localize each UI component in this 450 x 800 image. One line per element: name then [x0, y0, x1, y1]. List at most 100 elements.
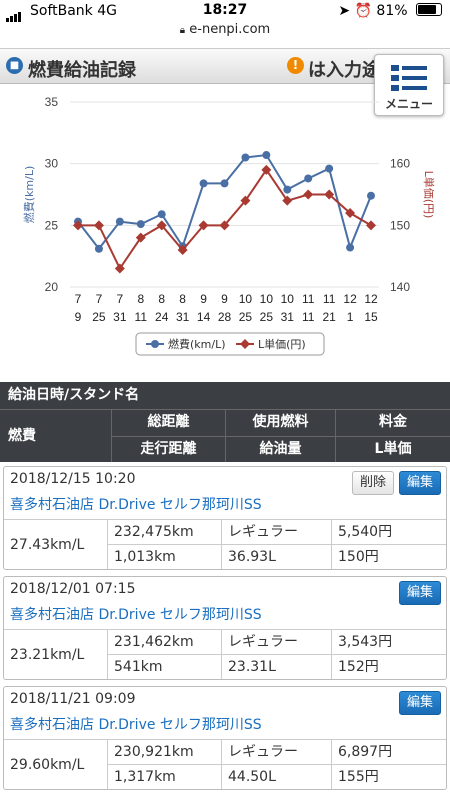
header-total-distance: 総距離	[112, 410, 226, 436]
x-tick-label-month: 9	[221, 292, 228, 306]
record-fuel-type: レギュラー	[222, 630, 332, 654]
edit-button[interactable]: 編集	[398, 581, 441, 605]
y-left-tick-label: 35	[45, 95, 59, 109]
y-left-tick-label: 20	[45, 280, 59, 294]
data-point-unit-price	[93, 220, 104, 231]
x-tick-label-month: 9	[200, 292, 207, 306]
record-item: 2018/12/01 07:15 喜多村石油店 Dr.Drive セルフ那珂川S…	[3, 576, 447, 680]
battery-icon	[416, 3, 442, 16]
clock: 18:27	[202, 2, 248, 18]
delete-button[interactable]: 削除	[351, 471, 394, 495]
x-tick-label-day: 14	[197, 310, 211, 324]
record-fuel-economy: 29.60km/L	[4, 740, 108, 789]
car-icon: ■	[6, 57, 23, 74]
record-fuel-economy: 27.43km/L	[4, 520, 108, 569]
location-icon: ➤	[338, 3, 351, 19]
info-icon: !	[287, 57, 304, 74]
edit-button[interactable]: 編集	[398, 471, 441, 495]
record-store-link[interactable]: 喜多村石油店 Dr.Drive セルフ那珂川SS	[10, 607, 262, 623]
y-left-tick-label: 30	[45, 157, 59, 171]
header-fuel-economy: 燃費	[0, 410, 112, 462]
record-price: 5,540円	[338, 524, 393, 540]
x-tick-label-month: 11	[323, 292, 336, 306]
edit-button[interactable]: 編集	[398, 691, 441, 715]
x-tick-label-day: 24	[155, 310, 169, 324]
battery-percent: 81%	[376, 3, 408, 19]
record-unit-price: 152円	[338, 659, 379, 675]
x-tick-label-day: 11	[302, 310, 315, 324]
menu-button[interactable]: メニュー	[374, 54, 444, 116]
legend-marker	[151, 340, 159, 348]
record-trip-distance: 541km	[108, 655, 222, 679]
data-point-fuel-economy	[325, 164, 334, 173]
legend-label: L単価(円)	[258, 337, 306, 351]
x-tick-label-month: 10	[281, 292, 295, 306]
x-tick-label-month: 7	[96, 292, 103, 306]
header-fuel-type: 使用燃料	[226, 410, 336, 436]
x-tick-label-day: 31	[176, 310, 190, 324]
record-fuel-type: レギュラー	[222, 740, 332, 764]
data-point-fuel-economy	[367, 191, 375, 200]
record-item: 2018/12/15 10:20 喜多村石油店 Dr.Drive セルフ那珂川S…	[3, 466, 447, 570]
x-tick-label-day: 9	[75, 310, 82, 324]
x-tick-label-day: 25	[92, 310, 106, 324]
x-tick-label-day: 28	[218, 310, 232, 324]
x-tick-label-month: 11	[302, 292, 315, 306]
signal-icon	[6, 6, 22, 22]
data-point-fuel-economy	[157, 210, 166, 219]
url-bar[interactable]: 🔒︎ e-nenpi.com	[0, 22, 450, 44]
data-point-unit-price	[345, 208, 356, 218]
data-point-unit-price	[240, 195, 251, 206]
y-right-axis-title: L単価(円)	[422, 171, 436, 219]
y-right-tick-label: 140	[390, 280, 410, 294]
record-datetime: 2018/12/01 07:15	[10, 581, 136, 597]
y-left-tick-label: 25	[45, 218, 59, 232]
data-point-fuel-economy	[241, 153, 250, 162]
data-point-unit-price	[177, 245, 188, 255]
data-point-fuel-economy	[136, 220, 145, 229]
data-point-fuel-economy	[94, 244, 103, 253]
x-tick-label-month: 8	[179, 292, 186, 306]
table-header: 給油日時/スタンド名 燃費 総距離 使用燃料 料金 走行距離 給油量 L単価	[0, 382, 450, 462]
page-header: ■ 燃費給油記録 ! は入力途中のデータです	[0, 48, 450, 84]
record-datetime: 2018/12/15 10:20	[10, 471, 136, 487]
data-point-unit-price	[156, 220, 167, 231]
carrier-label: SoftBank 4G	[30, 3, 117, 19]
x-tick-label-day: 25	[239, 310, 253, 324]
record-trip-distance: 1,317km	[108, 765, 222, 789]
status-right: ➤ ⏰ 81%	[338, 3, 442, 19]
record-store-link[interactable]: 喜多村石油店 Dr.Drive セルフ那珂川SS	[10, 497, 262, 513]
data-point-fuel-economy	[115, 217, 124, 226]
header-fuel-amount: 給油量	[226, 436, 336, 462]
header-unit-price: L単価	[374, 440, 412, 457]
x-tick-label-month: 10	[239, 292, 253, 306]
data-point-fuel-economy	[283, 185, 292, 194]
x-tick-label-day: 25	[260, 310, 274, 324]
record-fuel-amount: 23.31L	[222, 655, 332, 679]
record-datetime: 2018/11/21 09:09	[10, 691, 136, 707]
y-right-tick-label: 160	[390, 157, 410, 171]
records-table: 給油日時/スタンド名 燃費 総距離 使用燃料 料金 走行距離 給油量 L単価 2…	[0, 382, 450, 796]
x-tick-label-month: 8	[158, 292, 165, 306]
legend-box	[135, 332, 325, 356]
data-point-fuel-economy	[262, 151, 271, 160]
x-tick-label-day: 31	[113, 310, 127, 324]
data-point-unit-price	[114, 263, 125, 274]
lock-icon: 🔒︎	[179, 25, 186, 36]
data-point-unit-price	[198, 220, 209, 231]
record-trip-distance: 1,013km	[108, 545, 222, 569]
x-tick-label-day: 21	[322, 310, 336, 324]
record-fuel-economy: 23.21km/L	[4, 630, 108, 679]
x-tick-label-day: 15	[364, 310, 378, 324]
data-point-unit-price	[261, 164, 272, 175]
header-datetime-store: 給油日時/スタンド名	[0, 382, 450, 410]
header-price: 料金	[379, 414, 407, 430]
data-point-fuel-economy	[199, 179, 208, 188]
legend-label: 燃費(km/L)	[168, 337, 226, 351]
record-price: 6,897円	[338, 744, 393, 760]
data-point-unit-price	[366, 220, 376, 231]
y-right-tick-label: 150	[390, 218, 410, 232]
record-store-link[interactable]: 喜多村石油店 Dr.Drive セルフ那珂川SS	[10, 717, 262, 733]
record-total-distance: 230,921km	[108, 740, 222, 764]
page-title: 燃費給油記録	[28, 60, 136, 81]
